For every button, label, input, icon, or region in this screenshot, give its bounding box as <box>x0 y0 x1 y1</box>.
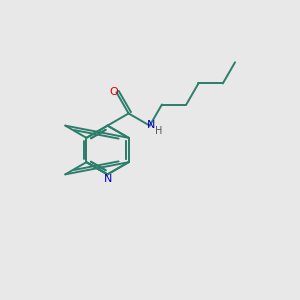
Text: N: N <box>147 120 155 130</box>
Text: H: H <box>155 126 162 136</box>
Text: O: O <box>110 87 118 97</box>
Text: N: N <box>104 174 112 184</box>
